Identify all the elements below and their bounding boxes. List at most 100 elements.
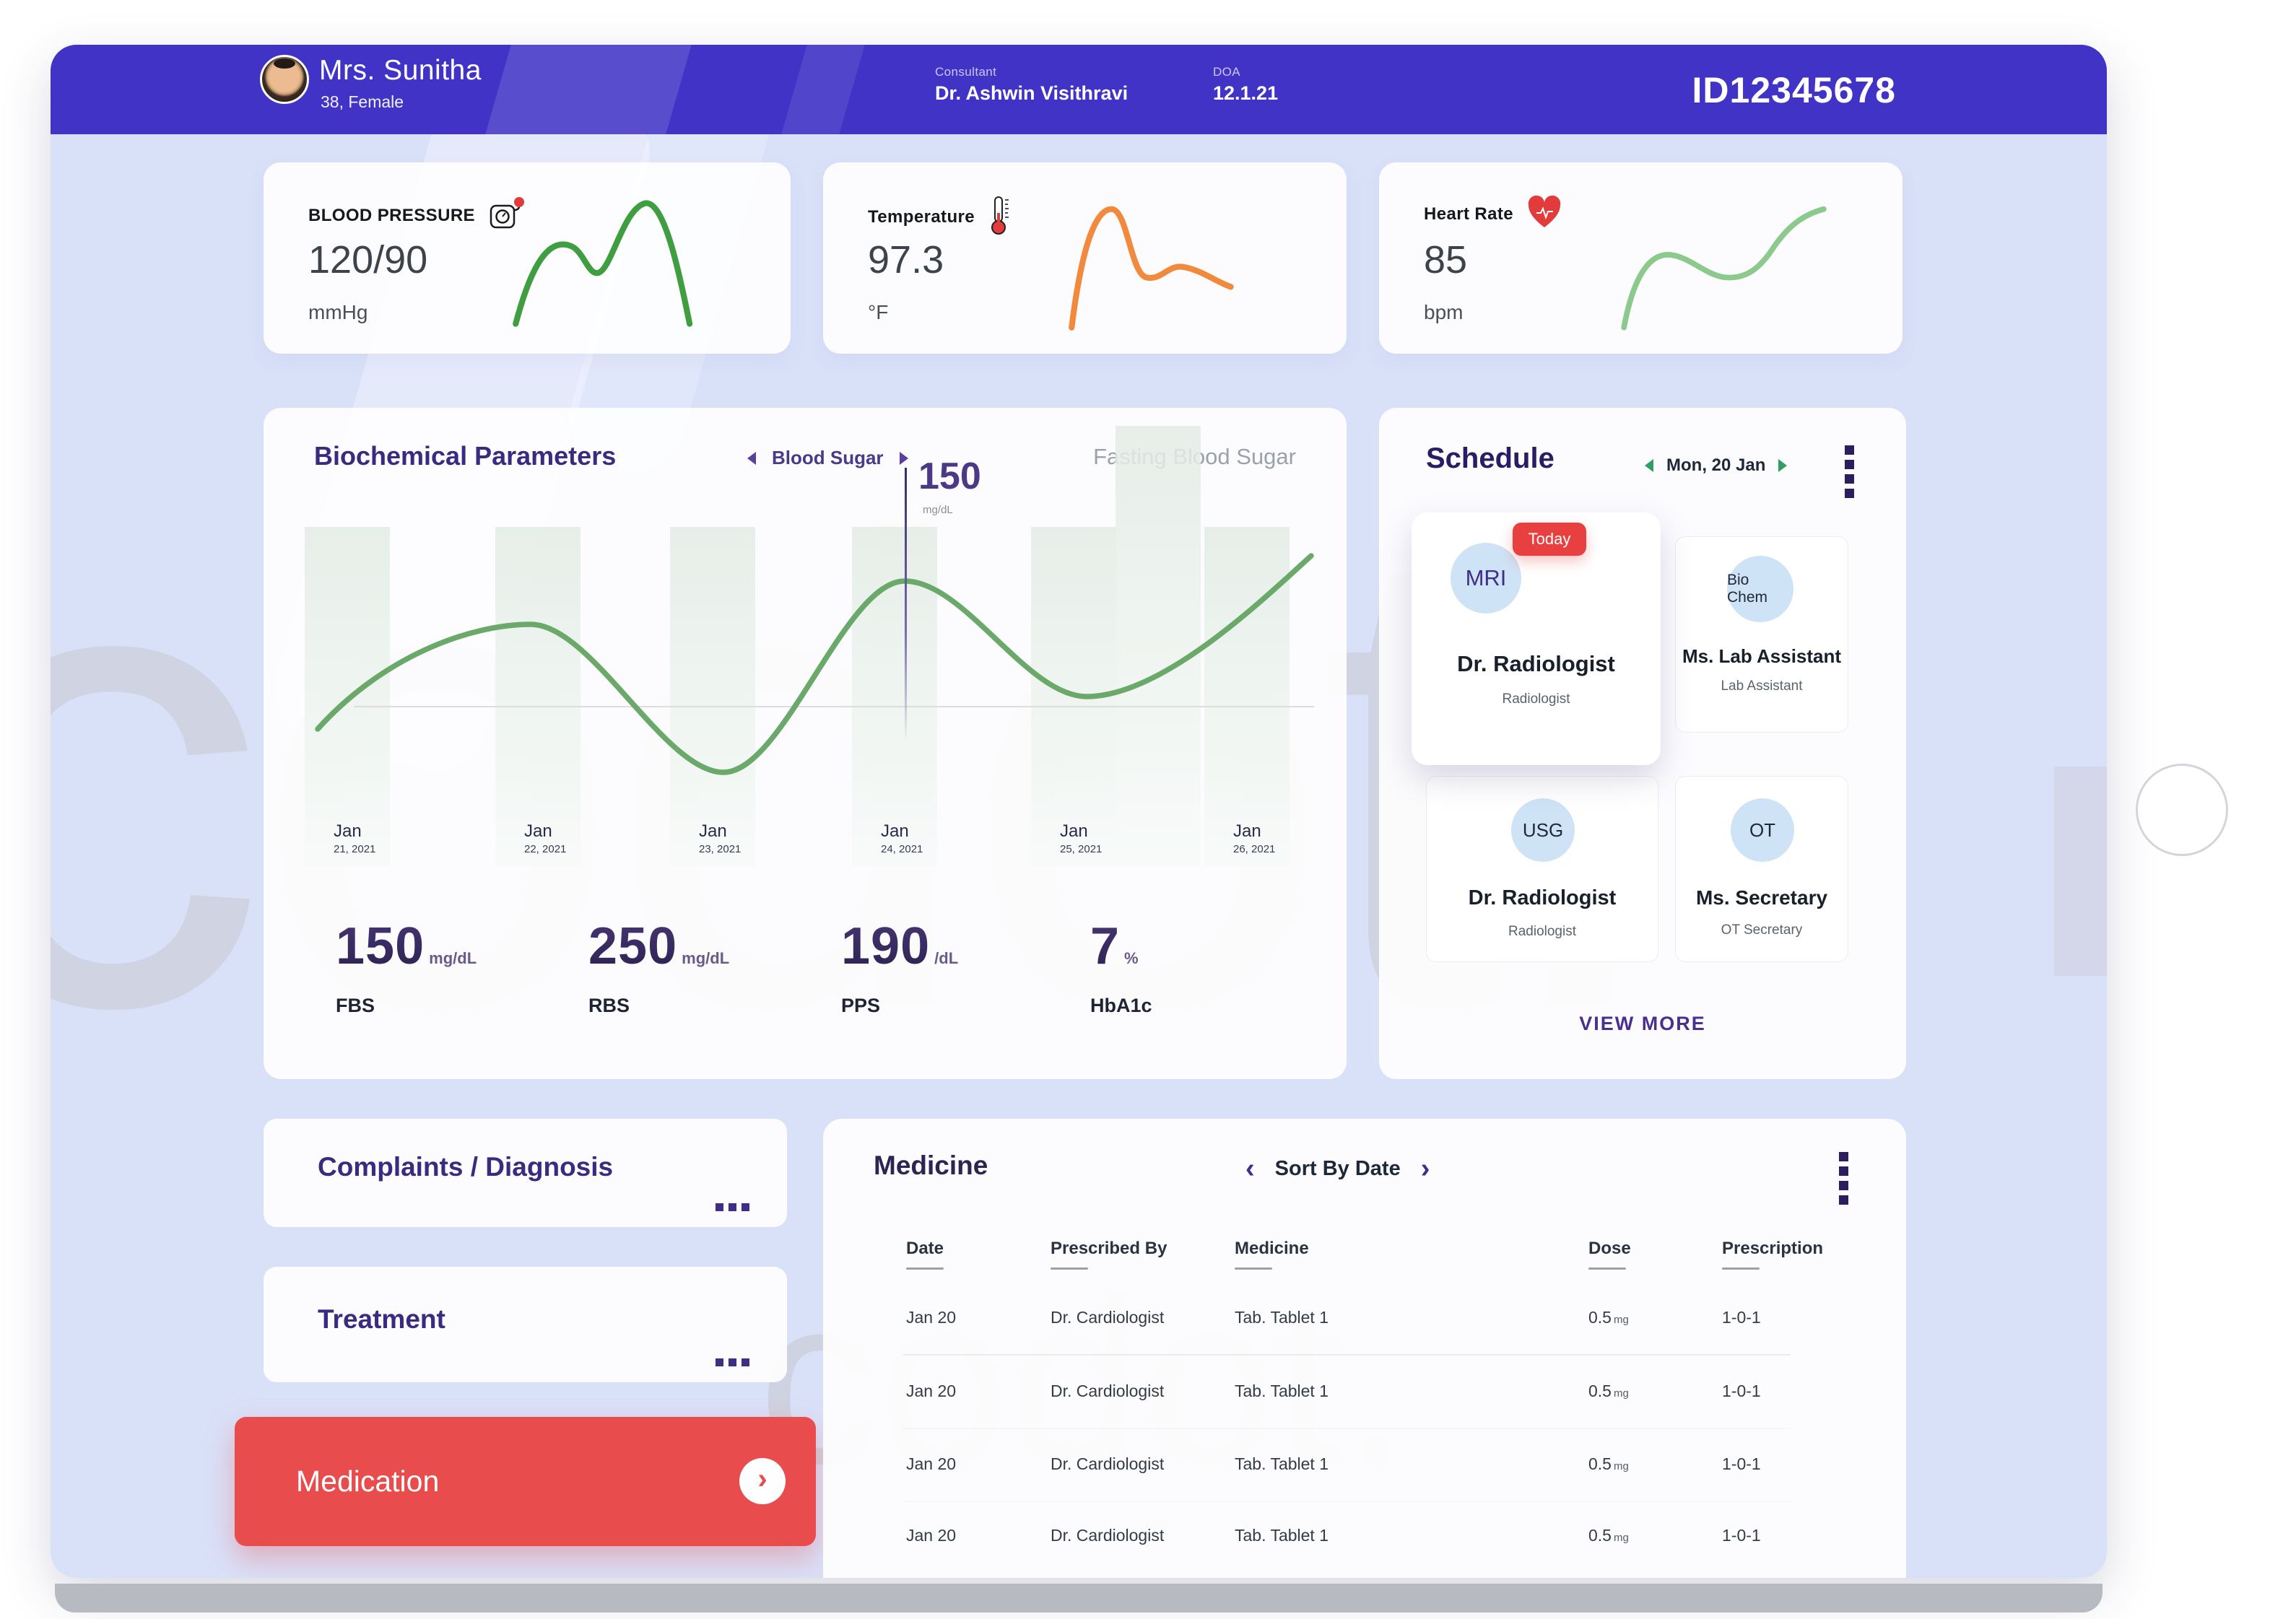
consultant-name: Dr. Ashwin Visithravi [935,82,1129,104]
x-tick: Jan 24, 2021 [881,821,923,855]
stat-hba1c: 7% HbA1c [1090,917,1152,1016]
appointment-tag-bubble: Bio Chem [1727,556,1793,622]
bp-sparkline [513,200,693,327]
thermometer-icon [986,194,1012,240]
schedule-date-label: Mon, 20 Jan [1666,455,1766,475]
medicine-title: Medicine [874,1151,988,1180]
appointment-card-usg[interactable]: USG Dr. Radiologist Radiologist [1426,776,1658,962]
view-more-link[interactable]: VIEW MORE [1579,1013,1706,1034]
column-header-prescribed-by: Prescribed By [1051,1239,1167,1270]
medicine-sort-nav: ‹ Sort By Date › [1245,1155,1430,1182]
medicine-row: Jan 20 Dr. Cardiologist Tab. Tablet 1 0.… [906,1308,1761,1327]
medicine-row: Jan 20 Dr. Cardiologist Tab. Tablet 1 0.… [906,1454,1761,1473]
row-separator [903,1354,1791,1356]
watermark-shape [2054,767,2107,976]
ellipsis-icon[interactable] [716,1358,749,1366]
sort-next-icon[interactable]: › [1420,1153,1430,1184]
heart-icon [1525,194,1564,234]
appointment-name: Dr. Radiologist [1468,886,1617,909]
chart-marker-value: 150 [918,455,981,497]
blood-sugar-chart: 150 mg/dL Jan 21, 2021 Jan 22, 2021 Jan 23,… [274,426,1343,873]
next-arrow-icon[interactable] [899,451,908,465]
bp-monitor-icon [487,194,526,237]
appointment-tag-bubble: OT [1731,798,1794,862]
blood-pressure-card: BLOOD PRESSURE 120/90 mmHg [264,162,791,354]
blood-sugar-line [315,553,1314,775]
stat-pps: 190/dL PPS [841,917,959,1016]
appointment-role: Radiologist [1502,691,1570,707]
medicine-row: Jan 20 Dr. Cardiologist Tab. Tablet 1 0.… [906,1382,1761,1400]
patient-id: ID12345678 [1692,70,1896,110]
heart-rate-card: Heart Rate 85 bpm [1379,162,1903,354]
appointment-role: Lab Assistant [1721,678,1803,694]
medication-button[interactable]: Medication › [235,1417,816,1546]
header-stripe [781,45,865,134]
vital-label: Temperature [868,206,975,227]
prev-day-arrow-icon[interactable] [1645,459,1653,472]
appointment-card-mri[interactable]: MRI Today Dr. Radiologist Radiologist [1412,512,1661,765]
appointment-role: OT Secretary [1721,922,1803,938]
x-tick: Jan 23, 2021 [699,821,742,855]
patient-meta: 38, Female [321,92,404,111]
appointment-tag-bubble: MRI [1451,543,1521,614]
stat-fbs: 150 mg/dL FBS [336,917,477,1016]
vital-value: 97.3 [868,238,944,282]
device-home-button [2136,764,2228,856]
ellipsis-icon[interactable] [716,1203,749,1211]
temperature-card: Temperature 97.3 °F [823,162,1347,354]
vital-unit: °F [868,301,889,323]
chart-baseline [354,706,1314,707]
stat-rbs: 250 mg/dL RBS [588,917,730,1016]
chart-marker-line [905,468,907,742]
appointment-card-ot[interactable]: OT Ms. Secretary OT Secretary [1675,776,1848,962]
sort-label[interactable]: Sort By Date [1274,1156,1401,1180]
medicine-row: Jan 20 Dr. Cardiologist Tab. Tablet 1 0.… [906,1526,1761,1545]
biochemical-parameters-panel: Biochemical Parameters Blood Sugar Fasti… [264,408,1347,1079]
prev-arrow-icon[interactable] [747,451,756,465]
vital-value: 85 [1424,238,1468,282]
vital-unit: bpm [1424,301,1464,323]
complaints-diagnosis-card[interactable]: Complaints / Diagnosis [264,1119,787,1227]
schedule-menu-icon[interactable] [1845,445,1854,498]
column-header-dose: Dose [1588,1239,1631,1270]
chart-column-band [1204,527,1290,866]
chart-marker-unit: mg/dL [923,504,953,516]
schedule-panel: Schedule Mon, 20 Jan MRI Today Dr. Radio… [1379,408,1906,1079]
section-title: Treatment [318,1304,445,1334]
next-day-arrow-icon[interactable] [1778,459,1788,472]
chevron-right-icon[interactable]: › [739,1458,786,1504]
chart-column-band [495,527,580,866]
schedule-title: Schedule [1426,442,1554,474]
vital-label: Heart Rate [1424,204,1514,224]
section-title: Complaints / Diagnosis [318,1152,614,1182]
patient-name: Mrs. Sunitha [319,55,482,86]
today-badge: Today [1513,523,1586,556]
header-stripe [485,45,692,134]
x-tick: Jan 21, 2021 [334,821,376,855]
appointment-tag-bubble: USG [1511,798,1575,862]
row-separator [903,1428,1791,1429]
doa-value: 12.1.21 [1213,82,1279,104]
vital-unit: mmHg [308,301,368,323]
x-tick: Jan 26, 2021 [1233,821,1276,855]
medicine-menu-icon[interactable] [1839,1152,1848,1205]
column-header-date: Date [906,1239,944,1270]
treatment-card[interactable]: Treatment [264,1267,787,1382]
parameter-selector: Blood Sugar [747,447,908,469]
temperature-sparkline [1069,206,1234,331]
appointment-name: Ms. Secretary [1695,886,1828,909]
patient-avatar[interactable] [260,55,309,104]
appointment-name: Dr. Radiologist [1457,651,1615,676]
chart-column-band [670,527,755,866]
consultant-label: Consultant [935,65,997,79]
chart-column-band [1116,426,1201,866]
parameter-selector-label[interactable]: Blood Sugar [772,447,884,468]
x-tick: Jan 25, 2021 [1060,821,1103,855]
sort-prev-icon[interactable]: ‹ [1245,1153,1255,1184]
appointment-card-biochem[interactable]: Bio Chem Ms. Lab Assistant Lab Assistant [1675,536,1848,733]
doa-label: DOA [1213,65,1241,79]
vital-value: 120/90 [308,238,428,282]
appointment-name: Ms. Lab Assistant [1682,645,1842,667]
schedule-date-nav: Mon, 20 Jan [1645,455,1788,476]
